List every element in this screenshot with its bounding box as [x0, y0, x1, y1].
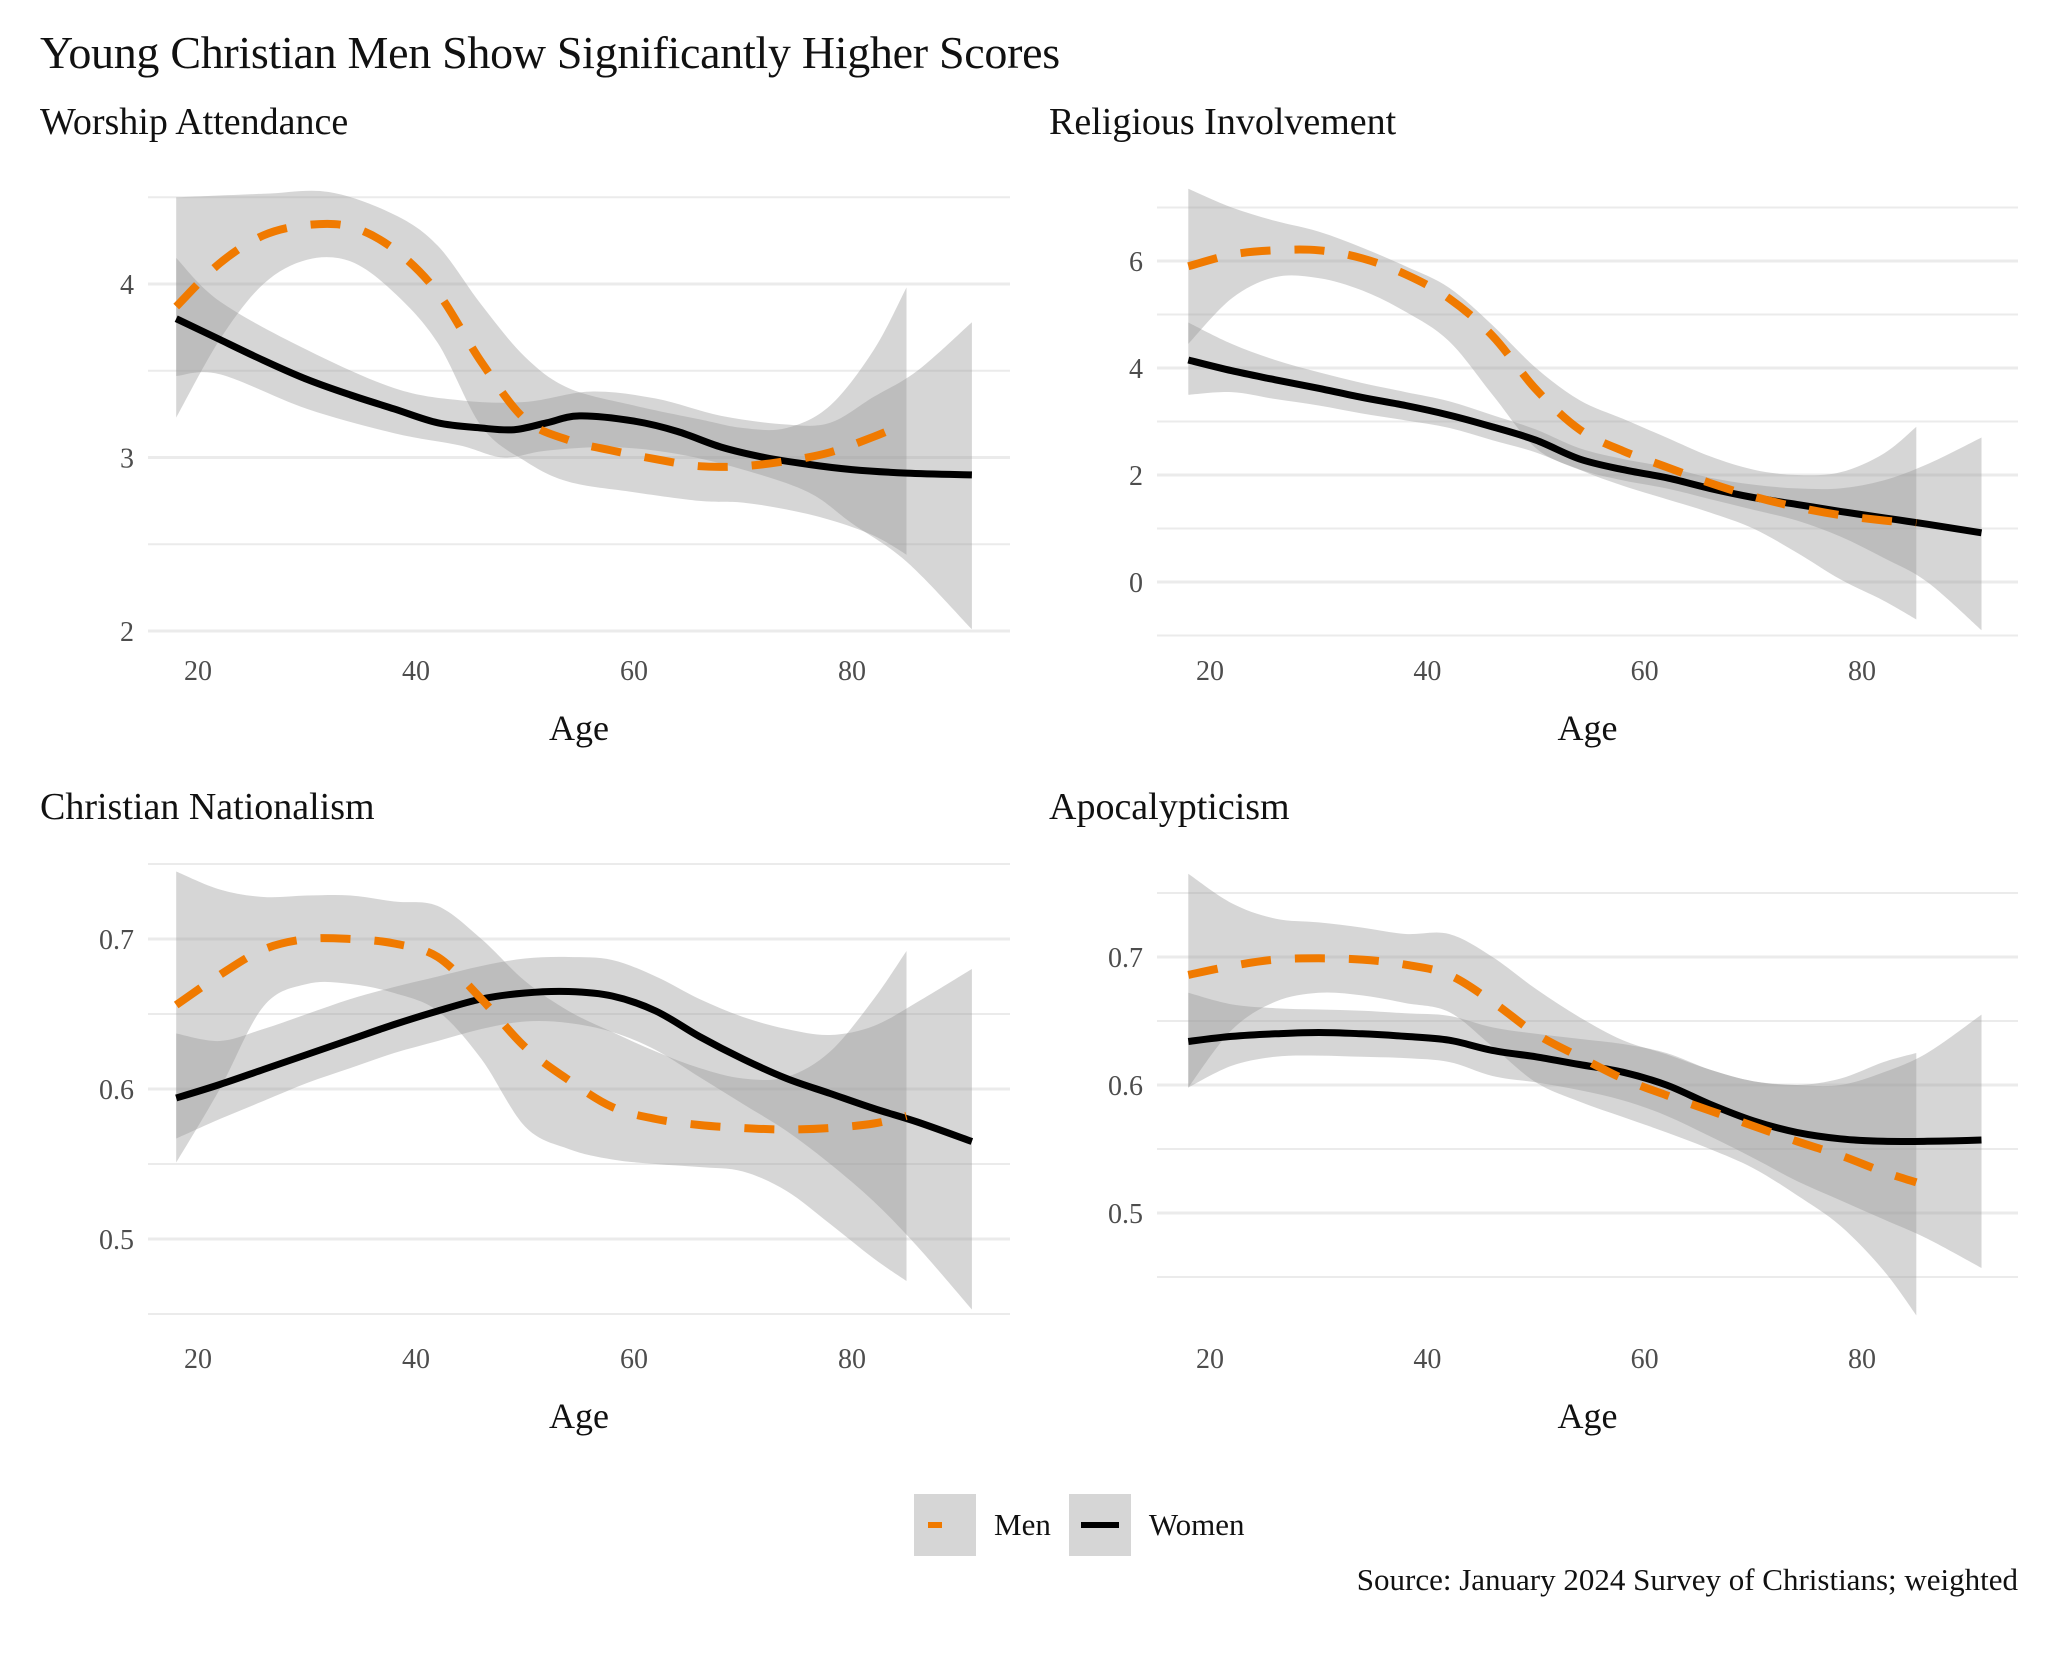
x-tick-label: 20	[184, 656, 212, 687]
x-tick-label: 60	[1631, 1344, 1659, 1375]
x-axis-title: Age	[549, 708, 609, 748]
y-tick-label: 0	[1129, 568, 1143, 599]
x-tick-label: 40	[1413, 656, 1441, 687]
legend-label-men: Men	[994, 1507, 1051, 1542]
trend-line-women	[1187, 1029, 1982, 1146]
confidence-ribbon-women	[176, 956, 972, 1310]
y-tick-label: 4	[1129, 354, 1143, 385]
panel-title-apocalypticism: Apocalypticism	[1049, 786, 1290, 828]
panel-christian-nationalism: 0.5 0.6 0.7 20 40 60 80 Age	[99, 863, 1010, 1436]
trend-line-men	[1187, 245, 1917, 528]
source-caption: Source: January 2024 Survey of Christian…	[1356, 1562, 2018, 1597]
y-tick-label: 0.7	[99, 925, 134, 956]
x-tick-label: 80	[1848, 1344, 1876, 1375]
confidence-ribbon-women	[1188, 992, 1982, 1268]
trend-line-women	[174, 315, 972, 479]
trend-line-women	[175, 987, 974, 1145]
y-tick-label: 2	[1129, 461, 1143, 492]
legend: Men Women	[914, 1494, 1262, 1556]
gridlines	[148, 196, 1010, 633]
confidence-ribbon-men	[1188, 188, 1917, 620]
x-tick-label: 20	[1196, 1344, 1224, 1375]
chart-title: Young Christian Men Show Significantly H…	[40, 27, 1060, 78]
legend-label-women: Women	[1148, 1507, 1245, 1542]
trend-line-women	[1187, 356, 1983, 537]
trend-line-men	[173, 934, 908, 1134]
panel-title-christian-nationalism: Christian Nationalism	[40, 786, 375, 828]
panel-title-worship-attendance: Worship Attendance	[40, 101, 349, 143]
x-axis-title: Age	[1558, 708, 1618, 748]
x-tick-label: 80	[1848, 656, 1876, 687]
x-axis-title: Age	[1558, 1396, 1618, 1436]
y-tick-label: 3	[120, 444, 134, 475]
x-tick-label: 20	[1196, 656, 1224, 687]
x-tick-label: 60	[620, 1344, 648, 1375]
panel-worship-attendance: 2 3 4 20 40 60 80 Age	[120, 190, 1010, 748]
solid-line-swatch-icon	[1080, 1522, 1119, 1528]
dash-swatch-icon	[928, 1522, 942, 1528]
x-tick-label: 40	[402, 1344, 430, 1375]
x-tick-label: 40	[402, 656, 430, 687]
panel-apocalypticism: 0.5 0.6 0.7 20 40 60 80 Age	[1108, 873, 2018, 1436]
legend-key-women	[1068, 1494, 1131, 1556]
y-tick-label: 6	[1129, 247, 1143, 278]
y-tick-label: 0.6	[99, 1075, 134, 1106]
trend-line-men	[1187, 954, 1918, 1187]
panel-religious-involvement: 0 2 4 6 20 40 60 80 Age	[1129, 188, 2018, 748]
legend-key-men	[914, 1494, 976, 1556]
gridlines	[1157, 206, 2018, 637]
y-tick-label: 0.7	[1108, 943, 1143, 974]
x-tick-label: 40	[1413, 1344, 1441, 1375]
panel-title-religious-involvement: Religious Involvement	[1049, 101, 1397, 143]
confidence-ribbon-men	[176, 871, 907, 1281]
y-tick-label: 0.5	[99, 1225, 134, 1256]
y-tick-label: 2	[120, 617, 134, 648]
y-tick-label: 0.6	[1108, 1071, 1143, 1102]
x-tick-label: 20	[184, 1344, 212, 1375]
x-tick-label: 80	[838, 656, 866, 687]
x-tick-label: 60	[620, 656, 648, 687]
x-tick-label: 80	[838, 1344, 866, 1375]
y-tick-label: 4	[120, 270, 134, 301]
gridlines	[148, 863, 1010, 1315]
confidence-ribbon-men	[1188, 873, 1917, 1316]
x-axis-title: Age	[549, 1396, 609, 1436]
x-tick-label: 60	[1631, 656, 1659, 687]
y-tick-label: 0.5	[1108, 1199, 1143, 1230]
confidence-ribbon-women	[176, 258, 972, 630]
